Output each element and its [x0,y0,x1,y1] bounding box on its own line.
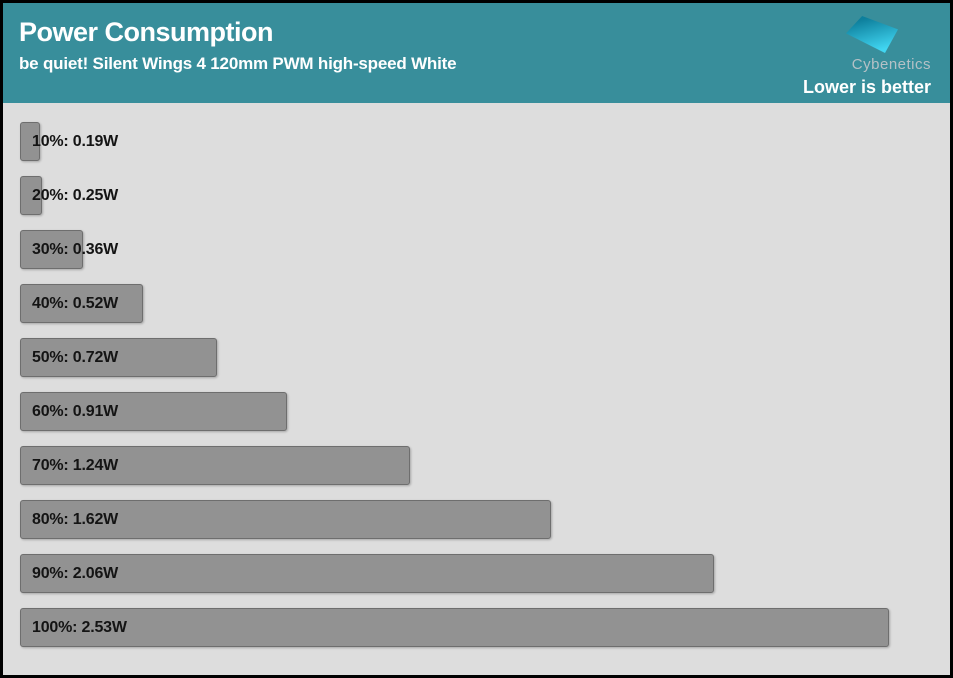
bar-row: 60%: 0.91W [20,392,950,431]
lower-is-better-label: Lower is better [802,77,931,97]
bar-label: 80%: 1.62W [32,511,119,528]
bar [20,284,143,323]
bar-row: 80%: 1.62W [20,500,950,539]
bar-row: 50%: 0.72W [20,338,950,377]
page-subtitle: be quiet! Silent Wings 4 120mm PWM high-… [19,54,457,73]
bar-row: 20%: 0.25W [20,176,950,215]
header-right: Cybenetics Lower is better [803,13,931,103]
bar [20,554,715,593]
header-left: Power Consumption be quiet! Silent Wings… [19,13,457,103]
cybenetics-logo-icon [846,16,898,53]
bar-label: 70%: 1.24W [32,457,119,474]
bar [20,122,40,161]
bar-row: 100%: 2.53W [20,608,950,647]
bar-label: 100%: 2.53W [32,619,127,636]
bar-row: 70%: 1.24W [20,446,950,485]
bar-row: 10%: 0.19W [20,122,950,161]
bar-label: 40%: 0.52W [32,295,119,312]
brand-name: Cybenetics [851,56,931,73]
page-title: Power Consumption [19,17,274,47]
bar [20,608,889,647]
bar [20,338,217,377]
header: Power Consumption be quiet! Silent Wings… [3,3,950,103]
bar-row: 90%: 2.06W [20,554,950,593]
bar-label: 10%: 0.19W [32,133,119,150]
bar [20,392,288,431]
bar-label: 20%: 0.25W [32,187,119,204]
bar-label: 30%: 0.36W [32,241,119,258]
bar [20,446,410,485]
bar-label: 90%: 2.06W [32,565,119,582]
bar-row: 30%: 0.36W [20,230,950,269]
bar [20,230,84,269]
bar-rows: 10%: 0.19W 20%: 0.25W 30%: 0.36W 40%: 0.52W… [3,103,950,647]
bar-row: 40%: 0.52W [20,284,950,323]
bar [20,500,552,539]
bar-label: 50%: 0.72W [32,349,119,366]
bar-label: 60%: 0.91W [32,403,119,420]
bar [20,176,43,215]
